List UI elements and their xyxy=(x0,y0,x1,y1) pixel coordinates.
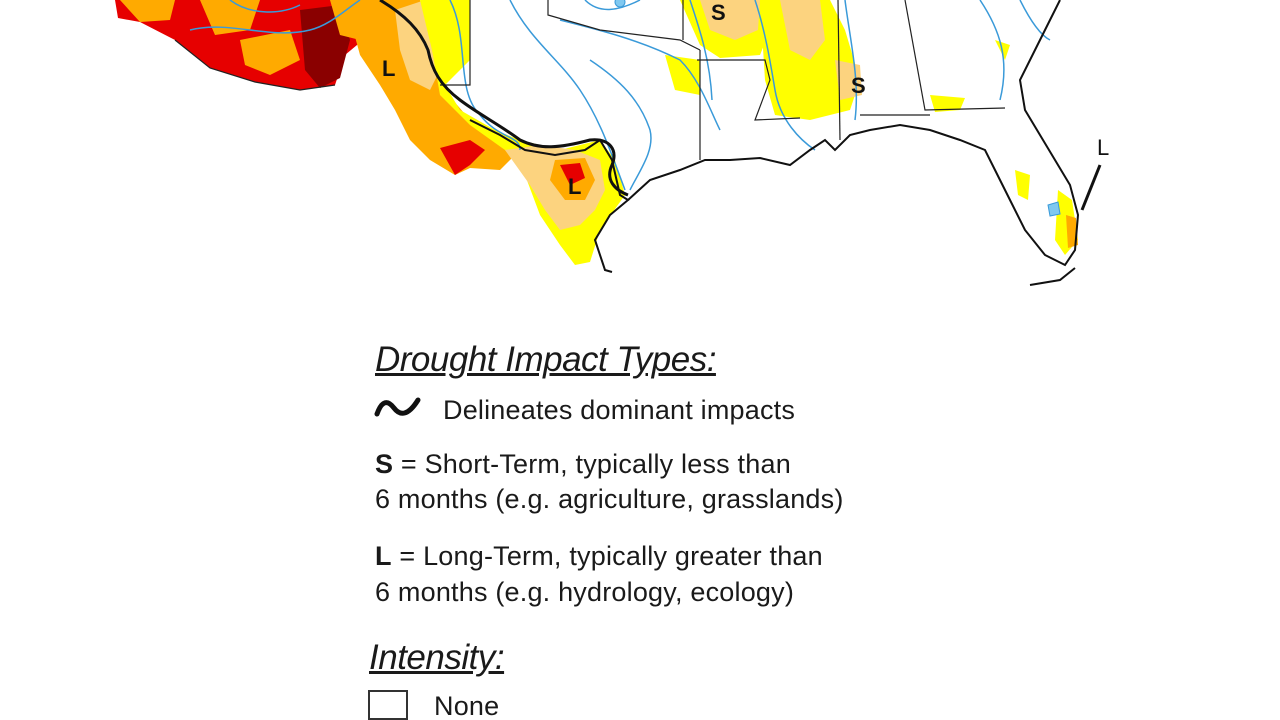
drought-fills xyxy=(115,0,1078,265)
abnormally-dry-georgia xyxy=(930,40,1010,112)
map-label-long-term-west-texas: L xyxy=(382,56,396,81)
extreme-drought-south-texas xyxy=(560,163,585,185)
impact-delineation xyxy=(379,0,1102,211)
short-term-line-2: 6 months (e.g. agriculture, grasslands) xyxy=(375,484,844,514)
intensity-swatch-none xyxy=(368,690,408,720)
short-term-line-1: S = Short-Term, typically less than xyxy=(375,449,791,480)
map-label-short-term-arkansas: S xyxy=(711,0,726,25)
rivers xyxy=(189,0,1051,191)
extreme-drought-west-texas xyxy=(440,140,485,175)
intensity-label-none: None xyxy=(434,691,500,720)
map-label-long-term-south-texas: L xyxy=(568,174,582,199)
moderate-drought-southeast xyxy=(700,0,862,100)
intensity-title: Intensity: xyxy=(369,638,505,677)
drought-map xyxy=(115,0,1102,286)
coastline xyxy=(469,0,1080,286)
severe-drought-area xyxy=(120,0,365,75)
state-borders xyxy=(174,0,1006,160)
long-term-desc: = Long-Term, typically greater than xyxy=(391,541,823,571)
abnormally-dry-florida xyxy=(1015,170,1078,255)
long-term-line-2: 6 months (e.g. hydrology, ecology) xyxy=(375,577,795,607)
long-term-key: L xyxy=(375,541,392,571)
short-term-desc: = Short-Term, typically less than xyxy=(393,449,791,479)
map-label-long-term-florida: L xyxy=(1097,135,1110,160)
severe-drought-texas xyxy=(345,0,520,175)
lakes xyxy=(614,0,1061,217)
delineates-text: Delineates dominant impacts xyxy=(443,395,796,425)
impact-types-title: Drought Impact Types: xyxy=(375,340,716,379)
long-term-line-1: L = Long-Term, typically greater than xyxy=(375,541,823,572)
short-term-key: S xyxy=(375,449,394,479)
delineation-line-icon xyxy=(374,397,421,417)
map-label-short-term-mississippi: S xyxy=(851,73,866,98)
